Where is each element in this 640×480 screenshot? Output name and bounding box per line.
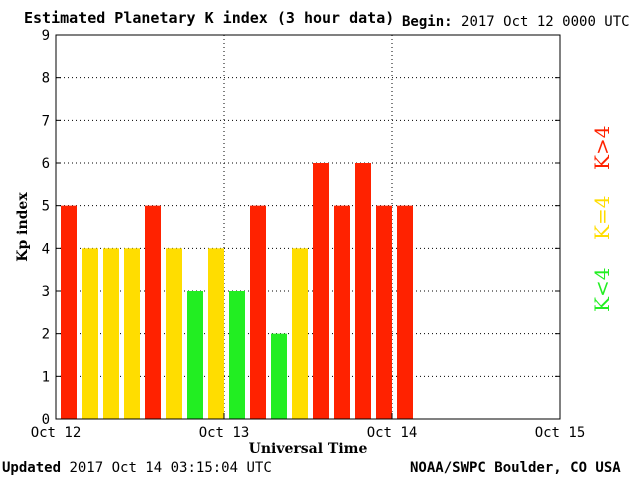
x-tick-label: Oct 13 [199,425,250,441]
begin-timestamp: Begin: 2017 Oct 12 0000 UTC [402,14,630,30]
bar [313,163,329,419]
begin-value: 2017 Oct 12 0000 UTC [461,14,630,30]
y-tick-label: 2 [42,327,50,343]
bar [271,333,287,419]
legend-equal: K=4 [590,195,614,240]
y-tick-label: 7 [42,113,50,129]
bar [61,205,77,419]
bar [292,248,308,419]
y-tick-label: 1 [42,369,50,385]
y-tick-label: 0 [42,412,50,428]
y-axis-label: Kp index [15,192,31,262]
bar [208,248,224,419]
credit-text: NOAA/SWPC Boulder, CO USA [410,460,621,476]
bar [124,248,140,419]
bar [187,291,203,419]
bar [397,205,413,419]
chart-bars [61,163,413,419]
y-tick-label: 6 [42,156,50,172]
bar [82,248,98,419]
y-tick-label: 9 [42,28,50,44]
bar [250,205,266,419]
legend-low: K<4 [590,267,614,312]
x-tick-label: Oct 12 [31,425,82,441]
x-axis-label: Universal Time [249,441,368,457]
y-tick-label: 3 [42,284,50,300]
y-tick-label: 8 [42,71,50,87]
updated-timestamp: Updated 2017 Oct 14 03:15:04 UTC [2,460,272,476]
bar [355,163,371,419]
begin-label: Begin: [402,14,453,30]
bar [229,291,245,419]
updated-value: 2017 Oct 14 03:15:04 UTC [69,460,272,476]
bar [103,248,119,419]
plot-frame [55,34,561,420]
x-tick-label: Oct 14 [367,425,418,441]
y-axis-ticks: 0 1 2 3 4 5 6 7 8 9 [42,28,560,428]
bar [376,205,392,419]
legend-high: K>4 [590,125,614,170]
y-tick-label: 4 [42,241,50,257]
chart-title: Estimated Planetary K index (3 hour data… [24,9,395,27]
updated-label: Updated [2,460,62,476]
x-tick-label: Oct 15 [535,425,586,441]
bar [334,205,350,419]
y-tick-label: 5 [42,199,50,215]
x-axis-ticks: Oct 12 Oct 13 Oct 14 Oct 15 [31,413,586,441]
bar [166,248,182,419]
bar [145,205,161,419]
